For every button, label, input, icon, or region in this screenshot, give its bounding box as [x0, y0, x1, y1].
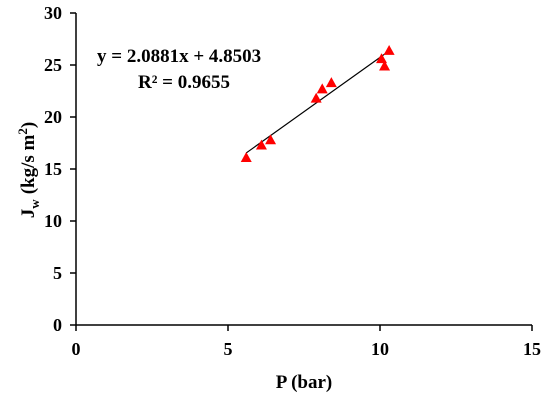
y-tick-label: 25: [44, 55, 62, 75]
y-tick-label: 5: [53, 263, 62, 283]
x-axis-title: P (bar): [276, 372, 332, 393]
y-tick-label: 10: [44, 211, 62, 231]
data-point: [379, 60, 391, 71]
x-tick-label: 15: [523, 339, 541, 359]
y-axis-title-superscript: 2: [15, 128, 30, 135]
y-tick-label: 0: [53, 315, 62, 335]
y-axis-title-main: J: [18, 209, 39, 219]
y-axis-ticks: 0 5 10 15 20 25 30: [44, 3, 76, 335]
y-tick-label: 20: [44, 107, 62, 127]
x-tick-label: 0: [72, 339, 81, 359]
y-axis-title-units: (kg/s m: [18, 134, 39, 194]
y-tick-label: 15: [44, 159, 62, 179]
r-squared-label: R² = 0.9655: [138, 72, 230, 93]
y-axis-title-close: ): [18, 122, 39, 128]
y-axis-title: Jw (kg/s m2): [15, 122, 42, 218]
data-point: [316, 83, 328, 94]
data-point: [376, 53, 388, 64]
data-point: [255, 139, 267, 150]
data-point: [383, 44, 395, 55]
y-axis-title-subscript: w: [27, 199, 42, 209]
data-point: [325, 77, 337, 88]
x-tick-label: 10: [371, 339, 389, 359]
trendline-equation: y = 2.0881x + 4.8503: [97, 46, 261, 67]
x-axis-ticks: 0 5 10 15: [72, 325, 541, 359]
data-point: [240, 152, 252, 162]
data-marks: [240, 44, 395, 162]
y-tick-label: 30: [44, 3, 62, 23]
x-tick-label: 5: [224, 339, 233, 359]
data-point: [265, 134, 277, 145]
data-point: [310, 92, 322, 103]
